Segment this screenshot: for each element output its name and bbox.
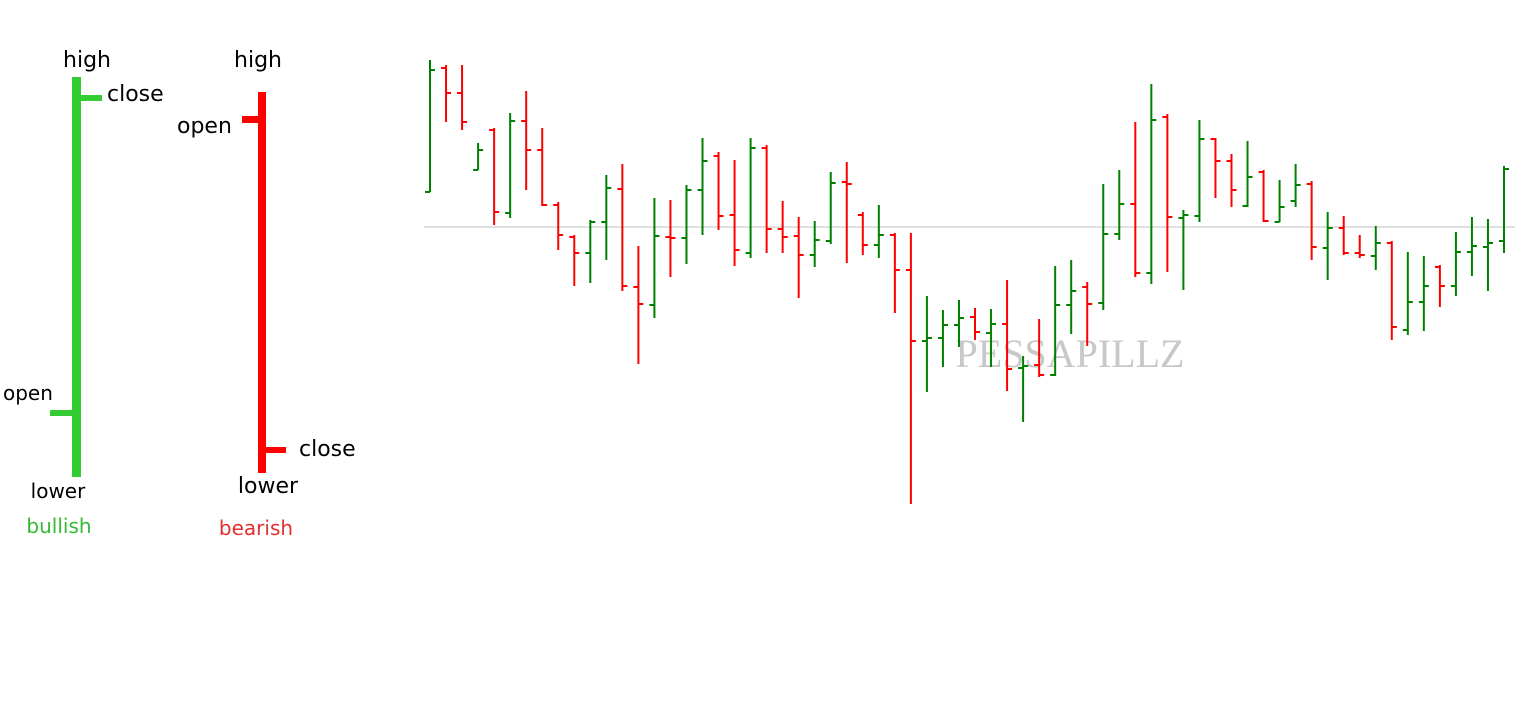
- label-low: lower: [238, 474, 299, 499]
- watermark: PESSAPILLZ: [956, 331, 1185, 376]
- label-bearish: bearish: [219, 516, 293, 540]
- diagram-bar: [72, 77, 81, 477]
- label-close: close: [107, 82, 164, 107]
- diagram-tick: [81, 95, 102, 101]
- diagram-tick: [242, 116, 258, 123]
- label-high: high: [234, 48, 282, 73]
- label-bullish: bullish: [26, 514, 91, 538]
- label-open: open: [3, 381, 53, 405]
- label-open: open: [177, 114, 232, 139]
- label-low: lower: [31, 479, 86, 503]
- bullish-diagram: high close open lower bullish: [3, 48, 164, 538]
- bearish-diagram: high open close lower bearish: [177, 48, 356, 540]
- diagram-tick: [50, 410, 72, 416]
- diagram-tick: [266, 447, 286, 453]
- label-high: high: [63, 48, 111, 73]
- label-close: close: [299, 437, 356, 462]
- diagram-bar: [258, 92, 266, 473]
